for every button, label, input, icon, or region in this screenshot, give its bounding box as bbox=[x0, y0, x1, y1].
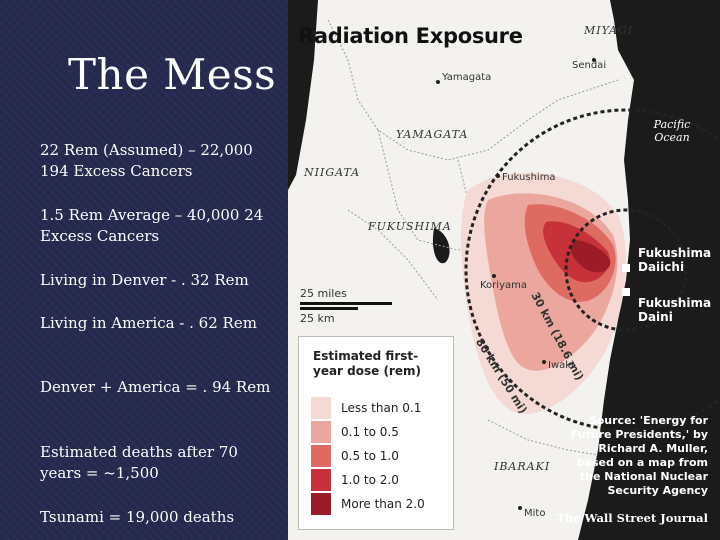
legend-item: More than 2.0 bbox=[311, 493, 451, 515]
city-label: Fukushima bbox=[502, 172, 556, 183]
radiation-map: Radiation Exposure MIYAGI YAMAGATA NIIGA… bbox=[288, 0, 720, 540]
legend-swatch bbox=[311, 493, 331, 515]
city-label: Mito bbox=[524, 508, 546, 519]
map-graphic bbox=[288, 0, 720, 540]
legend-swatch bbox=[311, 469, 331, 491]
map-title: Radiation Exposure bbox=[298, 24, 523, 48]
legend-item: 1.0 to 2.0 bbox=[311, 469, 451, 491]
city-label: Iwaki bbox=[548, 360, 574, 371]
prefecture-label: NIIGATA bbox=[304, 166, 361, 179]
legend-label: Less than 0.1 bbox=[341, 401, 422, 415]
ocean-label: Pacific Ocean bbox=[653, 118, 691, 144]
bullet-item: Estimated deaths after 70 years = ~1,500 bbox=[40, 443, 238, 482]
scale-miles-label: 25 miles bbox=[300, 287, 347, 300]
scale-km-label: 25 km bbox=[300, 312, 335, 325]
bullet-item: Living in America - . 62 Rem bbox=[40, 314, 257, 332]
city-label: Koriyama bbox=[480, 280, 527, 291]
legend-swatch bbox=[311, 397, 331, 419]
legend-title: Estimated first-year dose (rem) bbox=[313, 349, 421, 378]
legend-item: 0.1 to 0.5 bbox=[311, 421, 451, 443]
city-label: Sendai bbox=[572, 60, 607, 71]
source-note: Source: 'Energy for Future Presidents,' … bbox=[570, 414, 708, 497]
bullet-item: 1.5 Rem Average – 40,000 24 Excess Cance… bbox=[40, 206, 264, 245]
legend-label: 1.0 to 2.0 bbox=[341, 473, 399, 487]
bullet-item: 22 Rem (Assumed) – 22,000 194 Excess Can… bbox=[40, 141, 253, 180]
plant-label-daini: Fukushima Daini bbox=[638, 296, 712, 324]
legend-item: 0.5 to 1.0 bbox=[311, 445, 451, 467]
legend-label: 0.1 to 0.5 bbox=[341, 425, 399, 439]
credit-wsj: The Wall Street Journal bbox=[556, 511, 708, 525]
dose-legend: Estimated first-year dose (rem) Less tha… bbox=[298, 336, 454, 530]
legend-label: 0.5 to 1.0 bbox=[341, 449, 399, 463]
prefecture-label: IBARAKI bbox=[494, 460, 551, 473]
prefecture-label: YAMAGATA bbox=[396, 128, 469, 141]
slide-title: The Mess bbox=[68, 50, 277, 99]
city-label: Yamagata bbox=[442, 72, 492, 83]
plant-label-daiichi: Fukushima Daiichi bbox=[638, 246, 712, 274]
legend-swatch bbox=[311, 421, 331, 443]
bullet-item: Denver + America = . 94 Rem bbox=[40, 378, 271, 396]
prefecture-label: MIYAGI bbox=[584, 24, 634, 37]
legend-swatch bbox=[311, 445, 331, 467]
bullet-item: Living in Denver - . 32 Rem bbox=[40, 271, 249, 289]
bullet-item: Tsunami = 19,000 deaths bbox=[40, 508, 235, 526]
legend-label: More than 2.0 bbox=[341, 497, 425, 511]
prefecture-label: FUKUSHIMA bbox=[368, 220, 452, 233]
legend-item: Less than 0.1 bbox=[311, 397, 451, 419]
